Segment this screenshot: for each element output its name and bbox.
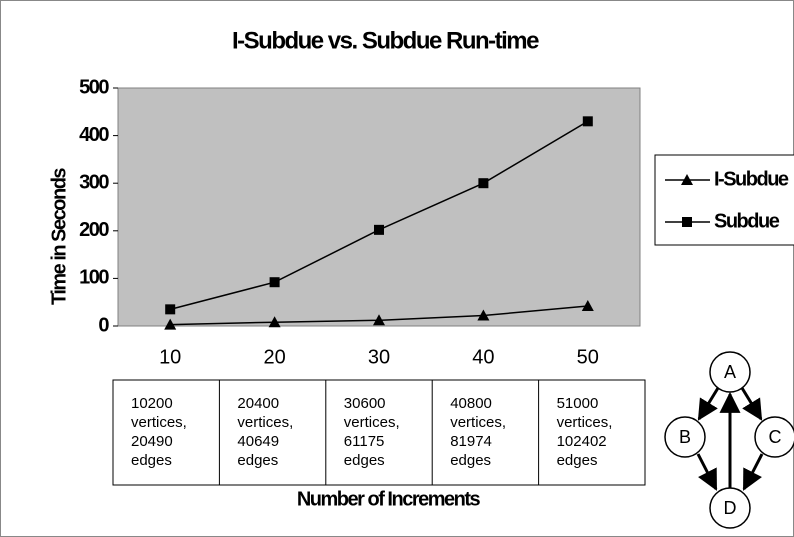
cell-text: edges: [237, 452, 278, 469]
cell-text: 20490: [131, 433, 173, 450]
y-tick-label: 300: [79, 171, 109, 193]
cell-text: vertices,: [450, 414, 506, 431]
edge: [742, 453, 764, 491]
cell-text: 20400: [237, 395, 279, 412]
node-label: D: [724, 498, 737, 518]
x-axis-title: Number of Increments: [297, 488, 481, 510]
cell-text: 102402: [557, 433, 607, 450]
x-tick-label: 40: [472, 346, 494, 368]
cell-text: 81974: [450, 433, 492, 450]
point: [477, 309, 490, 321]
cell-text: edges: [557, 452, 598, 469]
cell-text: vertices,: [344, 414, 400, 431]
point: [165, 304, 176, 315]
edge: [697, 387, 720, 421]
cell-text: 10200: [131, 395, 173, 412]
node: [709, 487, 751, 529]
node: [754, 416, 794, 458]
x-tick-label: 20: [263, 346, 285, 368]
legend: [654, 154, 794, 246]
x-tick-label: 30: [368, 346, 390, 368]
legend-marker: [681, 174, 693, 185]
point: [269, 277, 280, 288]
diagram: [696, 387, 764, 491]
cell-text: vertices,: [237, 414, 293, 431]
cell-text: 30600: [344, 395, 386, 412]
x-tick-label: 10: [159, 346, 181, 368]
node-label: A: [724, 362, 736, 382]
edge: [740, 387, 763, 421]
y-tick-label: 100: [79, 267, 109, 289]
point: [373, 314, 385, 326]
point: [581, 300, 594, 312]
cell-text: 40649: [237, 433, 279, 450]
point: [268, 316, 281, 328]
y-tick-label: 0: [98, 314, 109, 336]
node-label: B: [679, 427, 691, 447]
cell-text: 40800: [450, 395, 492, 412]
cell-text: vertices,: [557, 414, 613, 431]
point: [478, 178, 489, 189]
cell-text: edges: [131, 452, 172, 469]
y-tick-label: 500: [79, 76, 109, 98]
node: [664, 416, 706, 458]
table: [112, 379, 646, 486]
legend-label: Subdue: [714, 210, 780, 232]
cell-text: 51000: [557, 395, 599, 412]
edge: [696, 453, 718, 491]
legend-marker: [682, 217, 692, 227]
point: [374, 224, 384, 235]
x-tick-label: 50: [577, 346, 599, 368]
cell-text: edges: [450, 452, 491, 469]
cell-text: edges: [344, 452, 385, 469]
cell-text: vertices,: [131, 414, 187, 431]
legend-label: I-Subdue: [714, 168, 789, 190]
plot-area: [117, 87, 641, 327]
y-tick-label: 400: [79, 124, 109, 146]
point: [164, 318, 177, 330]
chart-title: I-Subdue vs. Subdue Run-time: [232, 27, 539, 54]
point: [582, 116, 593, 127]
node: [709, 351, 751, 393]
cell-text: 61175: [344, 433, 385, 450]
y-tick-label: 200: [79, 219, 109, 241]
node-label: C: [769, 427, 782, 447]
y-axis-title: Time in Seconds: [48, 168, 70, 305]
